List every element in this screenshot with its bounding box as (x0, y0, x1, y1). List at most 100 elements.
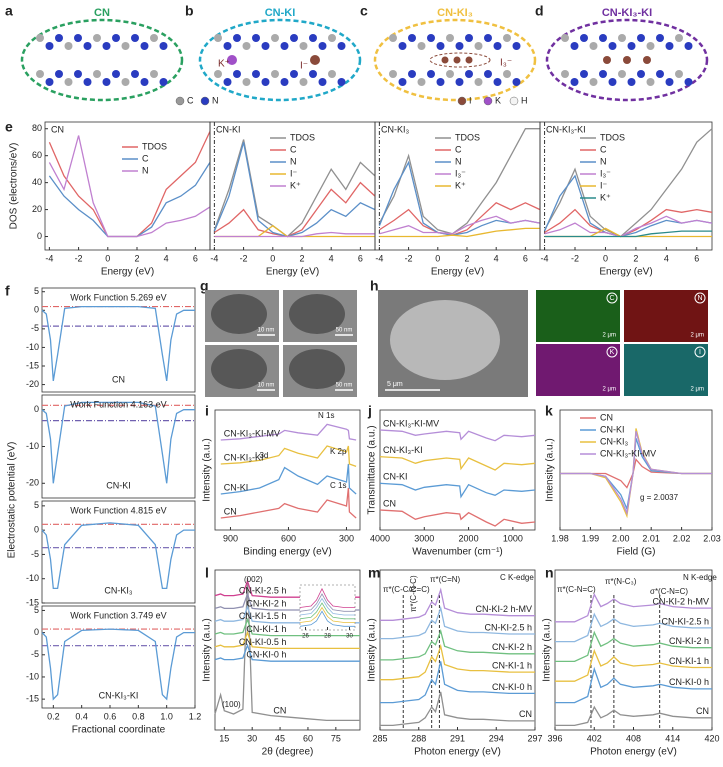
atom (580, 34, 588, 42)
y-tick-label: 5 (34, 605, 39, 615)
atom (223, 78, 232, 86)
atom (465, 34, 473, 42)
x-tick-label: 0.8 (132, 711, 145, 721)
y-axis-label: Intensity (a.u.) (545, 438, 556, 501)
atom (121, 42, 130, 50)
panel-label: CN-KI (106, 480, 131, 490)
panel-title: CN-KI₃-KI (546, 124, 586, 134)
y-tick-label: 0 (34, 627, 39, 637)
x-tick-label: 294 (489, 733, 504, 743)
atom (618, 70, 626, 78)
x-tick-label: 0 (105, 253, 110, 263)
scale-bar-label: 2 μm (603, 333, 616, 339)
atom (36, 70, 44, 78)
atom-legend-label: N (212, 95, 219, 105)
x-tick-label: -2 (405, 253, 413, 263)
ion-label: I₃⁻ (500, 58, 512, 69)
atom (309, 34, 317, 42)
panel-letter: j (367, 403, 372, 419)
atom (675, 34, 683, 42)
x-tick-label: -4 (541, 253, 549, 263)
series-line (555, 648, 712, 682)
series-line (379, 509, 536, 527)
panel-title: Work Function 3.749 eV (70, 610, 166, 620)
x-axis-label: Photon energy (eV) (414, 747, 501, 758)
series-label: CN (519, 709, 532, 719)
series-line (299, 610, 355, 627)
atom-legend-dot (457, 96, 467, 106)
atom (102, 78, 111, 86)
x-tick-label: 4 (494, 253, 499, 263)
ion-label: I⁻ (300, 61, 308, 72)
atom (627, 42, 636, 50)
x-tick-label: 6 (358, 253, 363, 263)
series-line (379, 227, 540, 238)
atom (484, 34, 492, 42)
y-axis-label: Intensity (a.u.) (542, 618, 553, 681)
series-line (555, 666, 712, 704)
atom (675, 70, 683, 78)
x-tick-label: 30 (247, 733, 257, 743)
x-tick-label: 420 (704, 733, 719, 743)
structure-outline (20, 18, 184, 102)
panel-letter: c (360, 3, 368, 19)
x-tick-label: 0.2 (47, 711, 60, 721)
plot-frame (539, 121, 713, 251)
y-axis-label: Intensity (a.u.) (367, 618, 378, 681)
series-line (380, 691, 535, 727)
atom (455, 78, 464, 86)
y-tick-label: 0 (37, 231, 42, 241)
atom (427, 34, 435, 42)
element-map-signal (624, 290, 708, 342)
structure-title: CN-KI (265, 7, 296, 19)
atom (589, 42, 598, 50)
legend-label: N (600, 156, 607, 166)
tem-particle (289, 294, 345, 334)
x-tick-label: 900 (223, 533, 238, 543)
legend-label: I⁻ (600, 180, 608, 190)
legend-label: CN-KI₃-KI-MV (600, 448, 656, 458)
atom (227, 55, 237, 65)
legend-label: C (290, 144, 297, 154)
plot-frame (44, 121, 211, 251)
atom (408, 34, 416, 42)
atom (150, 34, 158, 42)
panel-label: CN-KI₃ (104, 585, 132, 595)
element-label: N (697, 295, 702, 302)
atom (271, 34, 279, 42)
x-tick-label: 1.98 (551, 533, 569, 543)
x-tick-label: 45 (275, 733, 285, 743)
annotation: I 3d (255, 451, 268, 460)
series-line (48, 135, 211, 238)
x-axis-label: Fractional coordinate (72, 725, 166, 736)
series-line (299, 602, 355, 620)
legend-label: CN-KI₃ (600, 436, 628, 446)
plot-frame (41, 287, 196, 393)
annotation: N 1s (318, 411, 334, 420)
annotation: π*(C-N=C) (557, 585, 596, 594)
atom (328, 34, 336, 42)
panel-letter: a (5, 3, 13, 19)
atom (290, 70, 298, 78)
series-label: CN-KI-1 h (246, 624, 286, 634)
legend-label: K⁺ (600, 192, 611, 202)
y-axis-label: Transmittance (a.u.) (367, 425, 378, 514)
structure-outline (545, 18, 709, 102)
plot-frame (41, 500, 196, 604)
series-line (560, 431, 712, 516)
annotation: π*(N-C₃) (605, 577, 637, 586)
atom (484, 70, 492, 78)
annotation: K 2p (330, 447, 347, 456)
x-tick-label: 285 (372, 733, 387, 743)
atom (252, 70, 260, 78)
series-label: CN-KI-0 h (246, 650, 286, 660)
atom (310, 55, 320, 65)
element-label: K (610, 349, 615, 356)
x-tick-label: 2 (464, 253, 469, 263)
atom (233, 34, 241, 42)
atom (603, 56, 611, 64)
series-label: CN-KI-2 h-MV (475, 604, 532, 614)
structure-outline (373, 18, 537, 102)
panel-letter: h (370, 278, 379, 294)
series-line (213, 139, 376, 238)
